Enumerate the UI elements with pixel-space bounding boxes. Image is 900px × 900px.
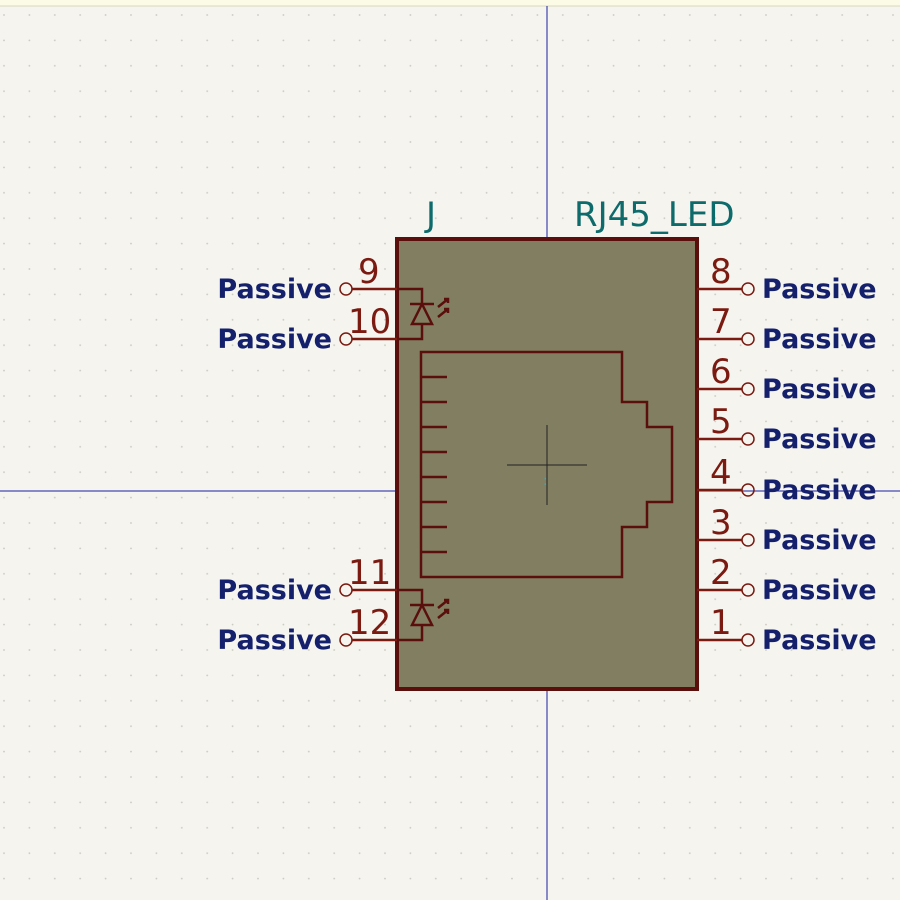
anchor-crosshair-icon	[507, 425, 587, 505]
pin-number: 1	[710, 603, 732, 643]
anchor-marker: :	[543, 473, 548, 489]
pin-end-circle-icon	[741, 382, 755, 396]
pin-type-label: Passive	[217, 575, 332, 606]
reference-field[interactable]: J	[424, 195, 436, 235]
led-icon	[397, 287, 450, 341]
pin-type-label: Passive	[762, 475, 877, 506]
jack-outline	[419, 350, 674, 579]
pin[interactable]: 1 Passive	[697, 603, 877, 656]
pin[interactable]: 2 Passive	[697, 553, 877, 606]
pin-number: 5	[710, 402, 732, 442]
pin-type-label: Passive	[762, 575, 877, 606]
pin-type-label: Passive	[762, 625, 877, 656]
pin-type-label: Passive	[762, 324, 877, 355]
pin-end-circle-icon	[741, 533, 755, 547]
pin-end-circle-icon	[741, 483, 755, 497]
pin[interactable]: 4 Passive	[697, 453, 877, 506]
pin[interactable]: 6 Passive	[697, 352, 877, 405]
pin-type-label: Passive	[762, 424, 877, 455]
pin-end-circle-icon	[741, 583, 755, 597]
pin-number: 8	[710, 252, 732, 292]
pin-end-circle-icon	[339, 332, 353, 346]
pin-end-circle-icon	[741, 282, 755, 296]
pin-end-circle-icon	[741, 432, 755, 446]
pin-number: 6	[710, 352, 732, 392]
pin-end-circle-icon	[339, 633, 353, 647]
pin-number: 12	[348, 603, 391, 643]
pin[interactable]: 7 Passive	[697, 302, 877, 355]
pin-number: 2	[710, 553, 732, 593]
pin-type-label: Passive	[762, 274, 877, 305]
pin-number: 3	[710, 503, 732, 543]
pin-number: 7	[710, 302, 732, 342]
pin-type-label: Passive	[217, 274, 332, 305]
pin-number: 9	[358, 252, 380, 292]
jack-contacts	[421, 375, 447, 554]
pin[interactable]: 3 Passive	[697, 503, 877, 556]
top-border	[0, 0, 900, 6]
pin-end-circle-icon	[741, 633, 755, 647]
pin-number: 4	[710, 453, 732, 493]
pin[interactable]: 11 Passive	[217, 553, 397, 606]
value-field[interactable]: RJ45_LED	[574, 195, 735, 235]
pin-type-label: Passive	[762, 525, 877, 556]
pin-type-label: Passive	[762, 374, 877, 405]
pin-end-circle-icon	[741, 332, 755, 346]
pin[interactable]: 10 Passive	[217, 302, 397, 355]
pin-number: 10	[348, 302, 391, 342]
led-icon	[397, 588, 450, 642]
pin[interactable]: 8 Passive	[697, 252, 877, 305]
pin[interactable]: 12 Passive	[217, 603, 397, 656]
pin-end-circle-icon	[339, 282, 353, 296]
pin-type-label: Passive	[217, 324, 332, 355]
rj45-led-symbol[interactable]: :	[395, 237, 699, 691]
pin-number: 11	[348, 553, 391, 593]
pin[interactable]: 9 Passive	[217, 252, 397, 305]
pin-type-label: Passive	[217, 625, 332, 656]
pin[interactable]: 5 Passive	[697, 402, 877, 455]
pin-end-circle-icon	[339, 583, 353, 597]
